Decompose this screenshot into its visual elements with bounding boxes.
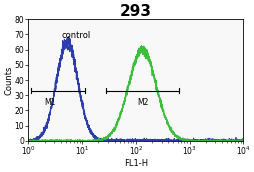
X-axis label: FL1-H: FL1-H: [123, 159, 147, 168]
Text: control: control: [61, 31, 91, 40]
Title: 293: 293: [119, 4, 151, 19]
Text: M1: M1: [44, 98, 55, 107]
Text: M2: M2: [136, 98, 148, 107]
Y-axis label: Counts: Counts: [4, 65, 13, 95]
